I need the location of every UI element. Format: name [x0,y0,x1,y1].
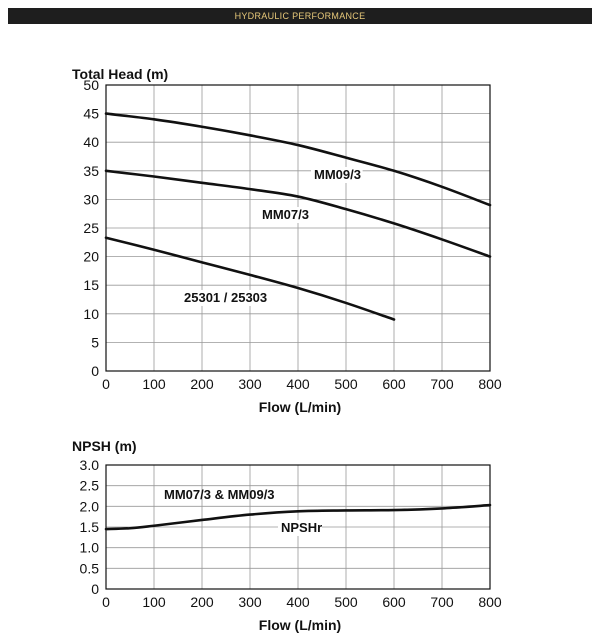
x-axis-title: Flow (L/min) [259,399,341,415]
y-tick-label: 15 [83,277,99,293]
x-axis-title: Flow (L/min) [259,617,341,633]
y-tick-label: 25 [83,220,99,236]
x-tick-label: 300 [238,376,262,392]
chart-annotation: MM07/3 & MM09/3 [164,487,275,502]
y-tick-label: 40 [83,134,99,150]
x-tick-label: 500 [334,376,358,392]
series-label: MM07/3 [262,207,309,222]
x-tick-label: 0 [102,376,110,392]
x-tick-label: 100 [142,376,166,392]
y-tick-label: 45 [83,106,99,122]
x-tick-label: 700 [430,594,454,610]
plot-frame [105,464,491,590]
y-tick-label: 10 [83,306,99,322]
x-tick-label: 400 [286,594,310,610]
y-tick-label: 0 [91,363,99,379]
series-line-npshr [104,503,492,531]
series-label-bg [311,167,363,183]
series-line-mm09-3 [104,112,492,207]
y-tick-label: 50 [83,77,99,93]
header-banner: HYDRAULIC PERFORMANCE [8,8,592,24]
y-tick-label: 30 [83,191,99,207]
series-label-bg [181,290,286,306]
series-label: NPSHr [281,520,322,535]
y-tick-label: 2.0 [80,498,100,514]
y-axis-title: NPSH (m) [72,438,137,454]
y-axis-title: Total Head (m) [72,66,168,82]
y-tick-label: 0.5 [80,560,100,576]
y-tick-label: 1.0 [80,540,100,556]
y-tick-label: 2.5 [80,478,100,494]
y-tick-label: 20 [83,249,99,265]
x-tick-label: 500 [334,594,358,610]
x-tick-label: 800 [478,376,502,392]
series-label: 25301 / 25303 [184,290,267,305]
x-tick-label: 600 [382,376,406,392]
x-tick-label: 200 [190,376,214,392]
series-label: MM09/3 [314,167,361,182]
x-tick-label: 300 [238,594,262,610]
x-tick-label: 100 [142,594,166,610]
header-title: HYDRAULIC PERFORMANCE [234,11,366,21]
y-tick-label: 0 [91,581,99,597]
x-tick-label: 0 [102,594,110,610]
y-tick-label: 35 [83,163,99,179]
x-tick-label: 700 [430,376,454,392]
y-tick-label: 1.5 [80,519,100,535]
y-tick-label: 3.0 [80,457,100,473]
x-tick-label: 400 [286,376,310,392]
series-line-mm07-3 [104,169,492,258]
series-label-bg [278,520,322,536]
y-tick-label: 5 [91,334,99,350]
x-tick-label: 800 [478,594,502,610]
series-label-bg [259,207,311,223]
series-line-25301-25303 [104,236,396,321]
x-tick-label: 600 [382,594,406,610]
plot-frame [105,84,491,372]
x-tick-label: 200 [190,594,214,610]
